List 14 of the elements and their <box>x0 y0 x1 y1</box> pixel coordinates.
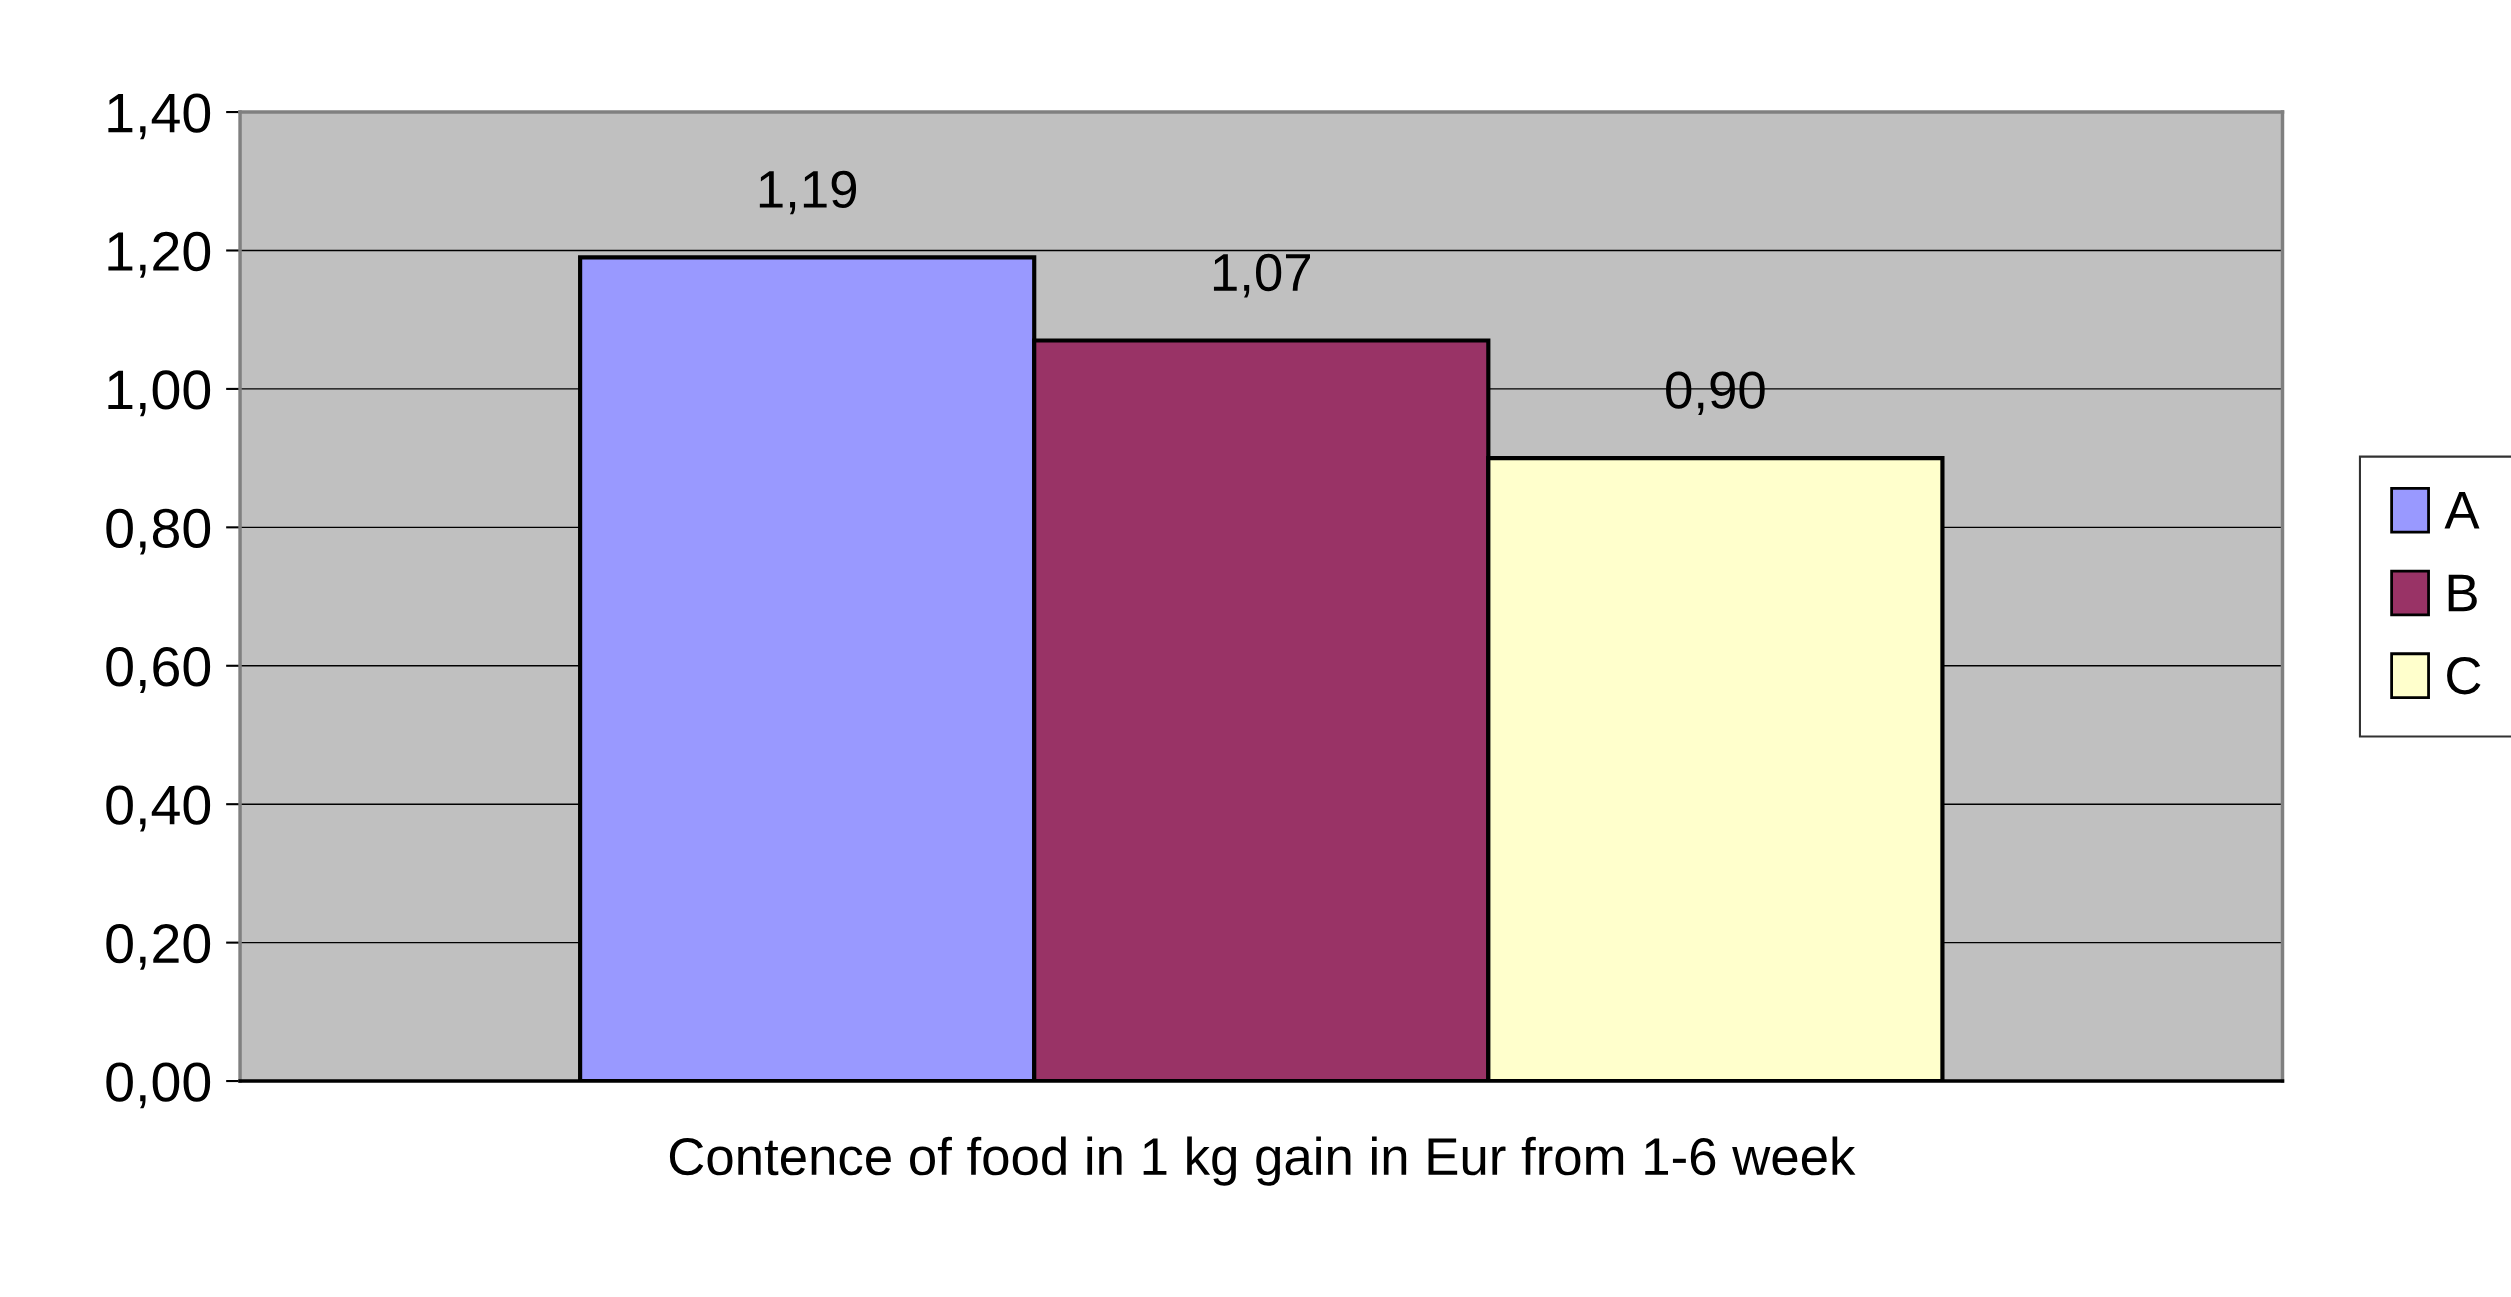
y-tick-label: 0,60 <box>106 647 211 694</box>
y-tick-label: 1,40 <box>108 93 211 140</box>
y-tick-label: 0,20 <box>106 923 211 970</box>
y-tick-label: 0,40 <box>106 785 211 832</box>
y-tick-label: 0,00 <box>106 1062 211 1109</box>
legend-label: A <box>2444 492 2480 529</box>
y-tick-label: 1,00 <box>108 370 211 417</box>
legend-label: C <box>2447 657 2481 695</box>
data-label: 1,07 <box>1213 253 1310 298</box>
data-label: 1,19 <box>759 170 857 215</box>
x-tick-label: Contence of food in 1 kg gain in Eur from 1-6 week <box>669 1136 1856 1186</box>
y-tick-label: 0,80 <box>106 508 211 555</box>
y-tick-label: 1,20 <box>108 231 211 278</box>
legend-label: B <box>2448 574 2477 612</box>
